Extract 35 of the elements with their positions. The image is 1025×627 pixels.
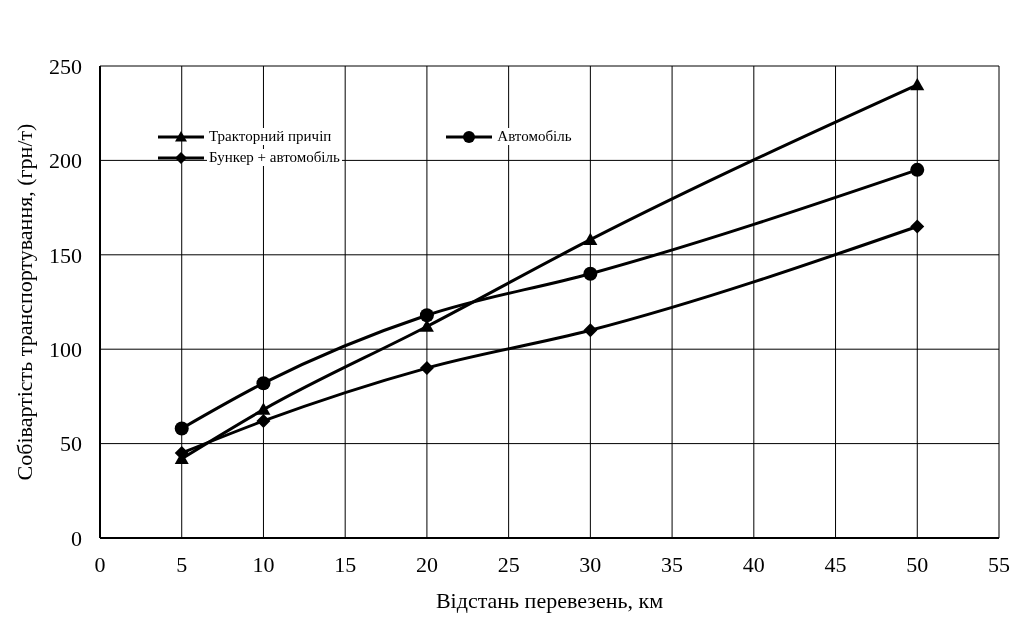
point [583,232,598,245]
point [910,219,925,234]
y-tick-label: 50 [60,431,82,457]
x-tick-label: 20 [415,551,438,577]
y-tick-label: 250 [49,53,82,79]
legend-label: Бункер + автомобіль [207,149,342,166]
point [910,77,925,91]
x-tick-label: 10 [252,551,275,577]
y-tick-label: 0 [71,525,82,551]
x-tick-label: 0 [94,551,106,577]
x-axis-title: Відстань перевезень, км [435,588,664,613]
x-tick-label: 50 [906,551,929,577]
legend-label: Тракторний причіп [207,128,334,145]
x-tick-label: 30 [579,551,602,577]
y-tick-label: 100 [49,337,82,363]
point [174,421,189,436]
point [583,266,598,281]
point [256,376,271,391]
point [419,308,434,323]
legend-label: Автомобіль [495,128,574,145]
x-tick-label: 5 [176,551,188,577]
x-tick-label: 25 [497,551,520,577]
point [910,162,925,177]
x-tick-label: 35 [661,551,684,577]
y-tick-label: 150 [49,242,82,268]
point [419,361,434,376]
x-tick-label: 40 [742,551,765,577]
point [256,413,271,428]
y-tick-label: 200 [49,148,82,174]
point [256,402,271,415]
x-tick-label: 15 [334,551,357,577]
x-tick-label: 45 [824,551,847,577]
x-tick-label: 55 [988,551,1010,577]
point [583,323,598,338]
y-axis-title: Собівартість транспортування, (грн/т) [11,123,37,481]
